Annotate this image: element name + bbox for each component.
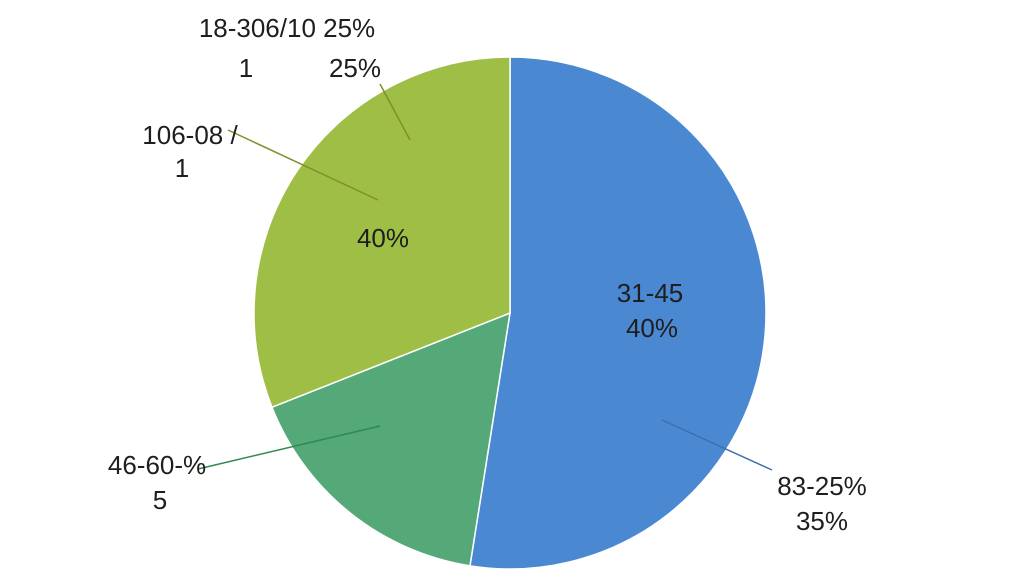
annotation: 1 [239, 53, 253, 83]
annotation: 46-60-% [108, 450, 206, 480]
pie-slice [271, 311, 511, 567]
annotation: 40% [626, 313, 678, 343]
leader-line [197, 425, 381, 470]
leader-line [661, 419, 773, 471]
annotation: 25% [329, 53, 381, 83]
annotation: 1 [175, 153, 189, 183]
annotation: 83-25% [777, 471, 867, 501]
pie [253, 56, 767, 570]
annotation: 31-45 [617, 278, 684, 308]
annotation: 35% [796, 506, 848, 536]
labels: 18-306/10 25%1 25%106-08 /140%31-4540%46-… [108, 13, 867, 536]
annotation: 18-306/10 25% [199, 13, 375, 43]
annotation: 5 [153, 485, 167, 515]
leader-line [227, 129, 379, 201]
annotation: 106-08 / [142, 120, 238, 150]
pie-slice [253, 56, 511, 409]
pie-slice [469, 56, 767, 570]
annotation: 40% [357, 223, 409, 253]
leader-line [379, 83, 411, 141]
